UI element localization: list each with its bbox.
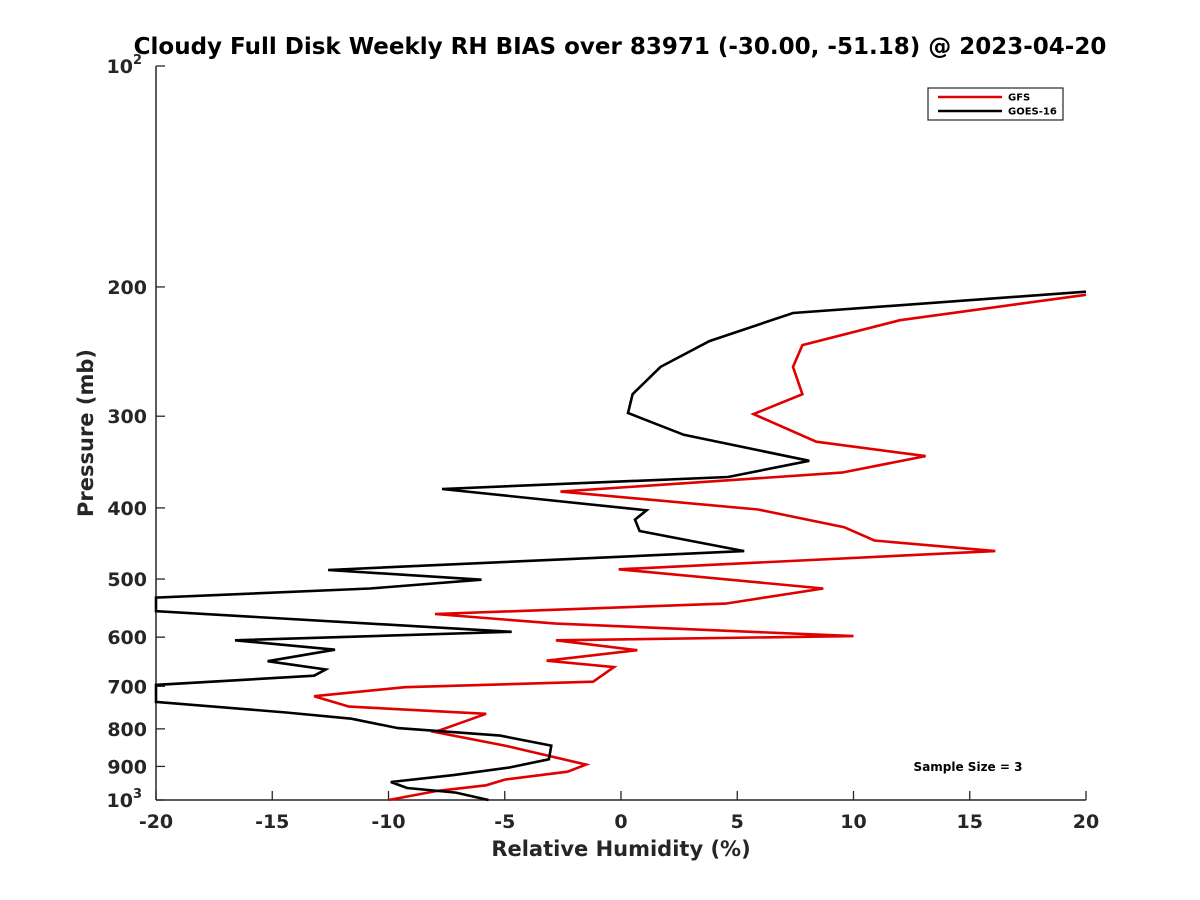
x-axis-label: Relative Humidity (%) bbox=[491, 837, 750, 861]
y-tick-label: 400 bbox=[107, 498, 147, 520]
y-tick-label: 900 bbox=[107, 756, 147, 778]
y-tick-exponent: 2 bbox=[133, 53, 142, 68]
y-axis-label: Pressure (mb) bbox=[74, 349, 98, 517]
legend-label-gfs: GFS bbox=[1008, 93, 1030, 104]
series-line-goes-16 bbox=[154, 290, 1087, 802]
series-line-gfs bbox=[313, 293, 1087, 802]
legend: GFS GOES-16 bbox=[927, 87, 1064, 121]
y-tick-label: 800 bbox=[107, 719, 147, 741]
x-tick-label: -15 bbox=[255, 811, 289, 833]
series-lines bbox=[154, 290, 1087, 802]
x-tick-label: 0 bbox=[614, 811, 627, 833]
y-tick-label: 500 bbox=[107, 569, 147, 591]
y-tick-base: 10 bbox=[107, 56, 133, 78]
y-tick-label: 300 bbox=[107, 406, 147, 428]
x-tick-label: -20 bbox=[139, 811, 173, 833]
y-tick-label: 700 bbox=[107, 676, 147, 698]
legend-box bbox=[927, 87, 1064, 121]
sample-size-annotation: Sample Size = 3 bbox=[914, 760, 1023, 774]
x-tick-label: 20 bbox=[1073, 811, 1099, 833]
y-tick-label: 600 bbox=[107, 627, 147, 649]
x-tick-label: 15 bbox=[957, 811, 983, 833]
legend-entries: GFS GOES-16 bbox=[938, 93, 1057, 118]
chart-title: Cloudy Full Disk Weekly RH BIAS over 839… bbox=[134, 34, 1107, 60]
y-tick-exponent: 3 bbox=[133, 787, 142, 802]
x-tick-label: 10 bbox=[840, 811, 866, 833]
legend-label-goes-16: GOES-16 bbox=[1008, 107, 1057, 118]
x-tick-label: -5 bbox=[494, 811, 515, 833]
x-tick-label: -10 bbox=[371, 811, 405, 833]
y-tick-label: 200 bbox=[107, 277, 147, 299]
plot-area: -20 -15 -10 -5 0 5 10 15 20 10220030040050060070… bbox=[107, 53, 1100, 833]
y-tick-label: 102 bbox=[107, 53, 143, 78]
x-ticks: -20 -15 -10 -5 0 5 10 15 20 bbox=[139, 791, 1099, 833]
y-tick-label: 103 bbox=[107, 787, 143, 812]
x-tick-label: 5 bbox=[731, 811, 744, 833]
y-tick-base: 10 bbox=[107, 790, 133, 812]
